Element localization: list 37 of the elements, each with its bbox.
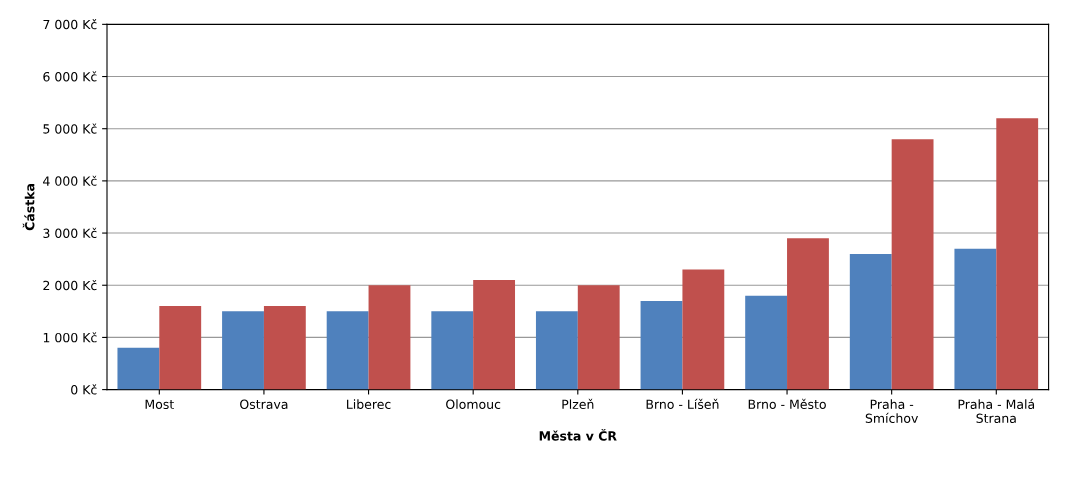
x-tick-label: Brno - Líšeň xyxy=(646,398,719,409)
x-tick-label: Ostrava xyxy=(240,399,288,409)
bar xyxy=(326,311,369,390)
bar xyxy=(849,253,892,390)
bar xyxy=(368,285,411,390)
x-tick-label: Most xyxy=(145,399,174,409)
bar xyxy=(159,306,202,390)
bar xyxy=(117,347,160,390)
bar xyxy=(222,311,264,390)
x-tick-label: Olomouc xyxy=(446,399,501,409)
x-tick-label: Liberec xyxy=(347,399,391,409)
bar xyxy=(535,311,578,390)
bar xyxy=(787,238,829,390)
x-tick-label: Plzeň xyxy=(562,398,594,409)
bar xyxy=(954,248,997,390)
bar xyxy=(263,306,306,390)
y-axis-title: Částka xyxy=(22,184,35,231)
y-tick-label: 2 000 Kč xyxy=(43,279,97,291)
bar xyxy=(745,295,788,390)
bar xyxy=(431,311,474,390)
x-tick-label: Praha - Malá Strana xyxy=(958,398,1035,423)
y-tick-label: 7 000 Kč xyxy=(43,19,97,30)
bar xyxy=(577,285,620,390)
bar xyxy=(996,118,1039,390)
y-tick-label: 5 000 Kč xyxy=(43,123,97,134)
bar xyxy=(682,269,725,390)
bar xyxy=(891,139,934,390)
y-tick-label: 0 Kč xyxy=(71,384,97,395)
y-tick-label: 3 000 Kč xyxy=(43,227,97,238)
y-tick-label: 6 000 Kč xyxy=(43,71,97,82)
x-axis-title: Města v ČR xyxy=(539,428,617,441)
y-tick-label: 4 000 Kč xyxy=(43,175,97,186)
y-tick-label: 1 000 Kč xyxy=(43,332,97,343)
x-tick-label: Brno - Město xyxy=(748,398,826,409)
bar xyxy=(473,280,516,390)
x-tick-label: Praha - Smíchov xyxy=(865,399,919,423)
bar xyxy=(640,300,683,390)
